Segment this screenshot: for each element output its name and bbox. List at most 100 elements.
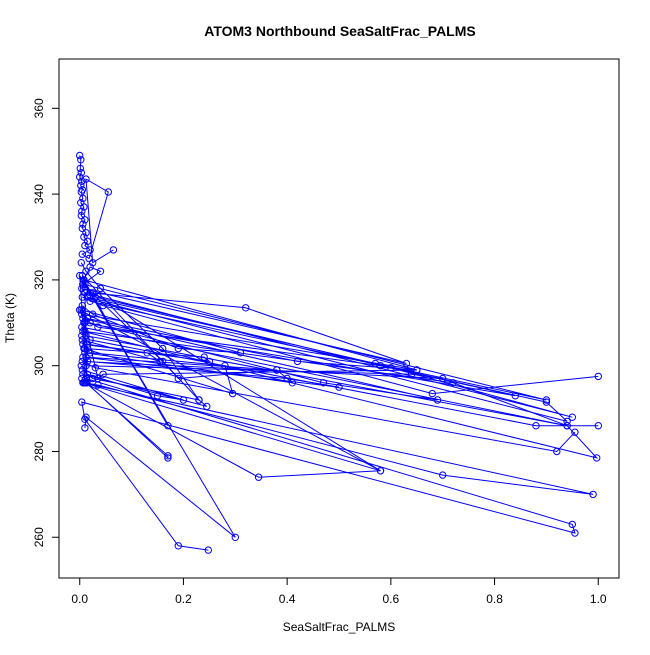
series-line [80,262,599,426]
data-point [77,156,85,164]
data-point [81,319,89,327]
data-point [143,349,151,357]
x-tick-label: 0.8 [486,592,503,606]
x-tick-label: 0.0 [71,592,88,606]
data-point [174,374,183,383]
data-point [439,374,447,383]
data-point [76,271,84,280]
data-point [439,471,447,479]
data-point [594,422,602,430]
data-point [433,396,442,404]
data-point [81,216,89,224]
data-point [413,366,421,374]
data-point [81,241,89,250]
data-point [195,396,203,404]
data-point [81,289,89,297]
x-axis-title: SeaSaltFrac_PALMS [283,620,396,634]
data-point [200,353,208,361]
data-point [319,379,328,387]
data-series [77,259,602,430]
data-point [376,467,385,475]
data-point [82,229,90,237]
data-series [78,332,579,456]
data-point [532,422,540,430]
data-point [553,447,561,456]
x-tick-label: 0.4 [279,592,296,606]
data-point [571,529,579,537]
data-point [203,402,211,411]
data-point [86,297,94,305]
data-series [77,301,602,462]
data-point [179,396,188,404]
data-point [82,413,90,421]
data-point [78,332,86,340]
data-point [78,177,86,185]
data-point [449,379,457,387]
data-point [99,301,107,310]
data-point [221,362,229,370]
data-point [94,374,102,383]
data-point [542,396,551,404]
data-point [78,250,87,258]
y-tick-label: 320 [32,270,46,290]
data-point [86,349,94,357]
data-point [174,542,183,550]
data-point [568,413,576,421]
data-point [76,306,84,314]
y-tick-label: 340 [32,184,46,204]
data-point [96,267,105,275]
data-point [571,428,579,436]
data-point [86,263,94,271]
data-point [76,173,84,181]
y-tick-label: 300 [32,355,46,375]
data-point [86,246,94,254]
data-point [159,344,167,353]
y-axis-title: Theta (K) [3,293,17,343]
data-point [593,454,601,462]
data-point [83,370,92,378]
y-axis: 260 280 300 320 340 360 [32,98,60,547]
data-point [78,366,87,374]
y-tick-label: 260 [32,527,46,547]
data-point [85,254,93,263]
data-point [82,175,90,183]
y-tick-label: 360 [32,98,46,118]
x-axis: 0.0 0.2 0.4 0.6 0.8 1.0 [71,577,607,606]
data-series [77,362,597,554]
data-point [568,520,576,529]
data-point [81,424,89,432]
data-point [594,372,602,381]
x-tick-label: 1.0 [590,592,607,606]
series-line [80,305,599,459]
data-point [80,344,88,353]
data-series [76,263,421,541]
x-tick-label: 0.2 [175,592,192,606]
data-point [89,289,97,297]
data-point [563,417,571,426]
data-point [80,276,88,284]
data-point [428,389,436,398]
data-point [242,304,250,312]
series-line [79,155,114,264]
data-point [78,207,86,216]
series-line [81,335,576,453]
data-point [91,364,100,372]
data-point [104,188,113,196]
data-point [159,357,167,366]
data-point [376,362,385,370]
data-point [78,224,87,233]
chart-title: ATOM3 Northbound SeaSaltFrac_PALMS [204,23,475,39]
data-point [511,392,519,400]
data-point [236,349,245,357]
data-point [288,379,296,387]
data-point [254,473,263,481]
data-point [293,357,302,366]
data-point [77,362,86,370]
data-point [77,169,86,177]
data-point [77,211,86,220]
y-tick-label: 280 [32,441,46,461]
data-point [99,370,107,378]
x-tick-label: 0.6 [383,592,400,606]
data-point [231,533,240,541]
